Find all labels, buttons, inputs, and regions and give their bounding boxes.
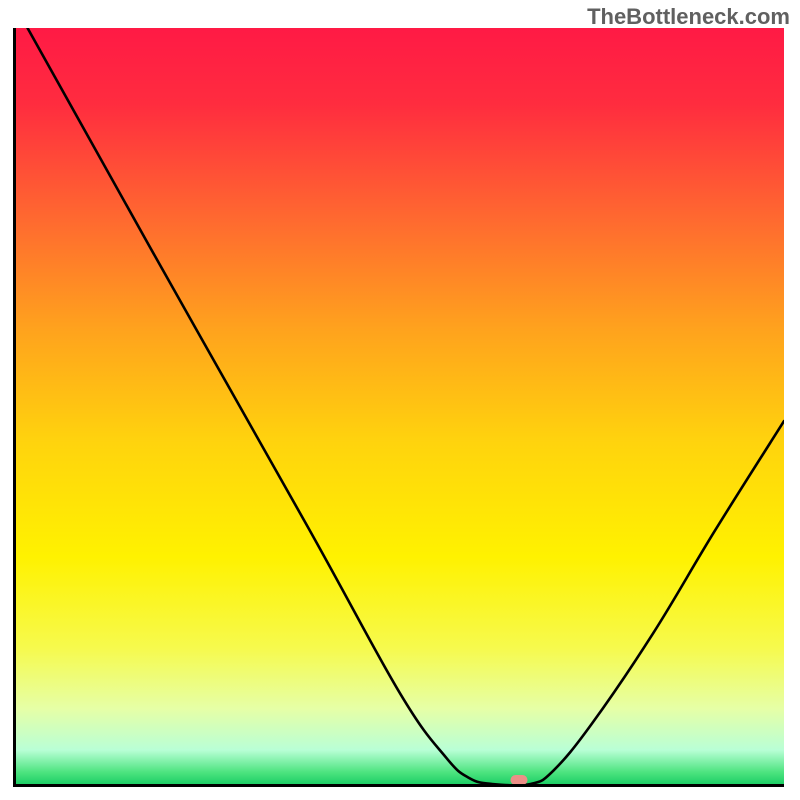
curve-path xyxy=(28,28,784,784)
y-axis xyxy=(13,28,16,784)
chart-container: TheBottleneck.com xyxy=(0,0,800,800)
bottleneck-curve xyxy=(16,28,784,784)
plot-area xyxy=(16,28,784,784)
x-axis xyxy=(13,784,784,787)
watermark-text: TheBottleneck.com xyxy=(587,4,790,30)
